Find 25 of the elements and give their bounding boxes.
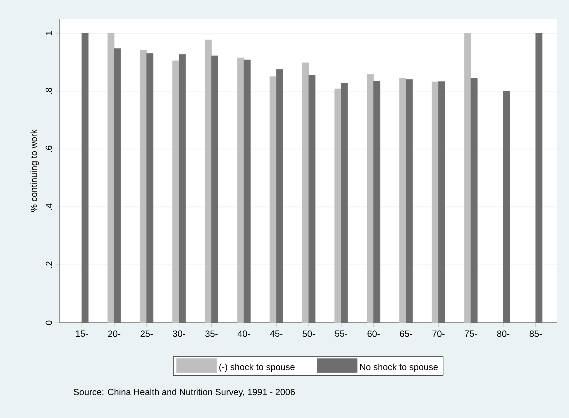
source-note: Source: China Health and Nutrition Survey, 1991 - 2006 <box>74 388 296 398</box>
x-tick-label: 75- <box>465 330 478 338</box>
x-tick-label: 45- <box>270 330 283 338</box>
x-tick-label: 35- <box>206 330 218 338</box>
legend-label: No shock to spouse <box>360 364 438 372</box>
y-tick-label: 1 <box>46 31 52 36</box>
x-tick-label: 50- <box>302 330 316 338</box>
x-tick-label: 80- <box>497 330 510 338</box>
y-tick-label: .4 <box>46 204 52 210</box>
x-tick-label: 40- <box>238 330 250 338</box>
y-tick-label: .6 <box>46 146 52 152</box>
x-tick-label: 15- <box>76 330 88 338</box>
x-tick-label: 25- <box>140 330 153 338</box>
x-tick-label: 85- <box>530 330 542 338</box>
x-tick-label: 70- <box>432 330 445 338</box>
y-axis-title: % continuing to work <box>30 130 40 212</box>
x-tick-label: 30- <box>173 330 186 338</box>
x-tick-label: 60- <box>368 330 380 338</box>
x-tick-label: 65- <box>400 330 412 338</box>
y-tick-label: .8 <box>46 88 52 94</box>
x-tick-label: 20- <box>108 330 121 338</box>
y-tick-label: 0 <box>46 320 52 326</box>
y-tick-label: .2 <box>46 262 52 268</box>
legend-label: (-) shock to spouse <box>220 364 295 372</box>
x-tick-label: 55- <box>335 330 348 338</box>
